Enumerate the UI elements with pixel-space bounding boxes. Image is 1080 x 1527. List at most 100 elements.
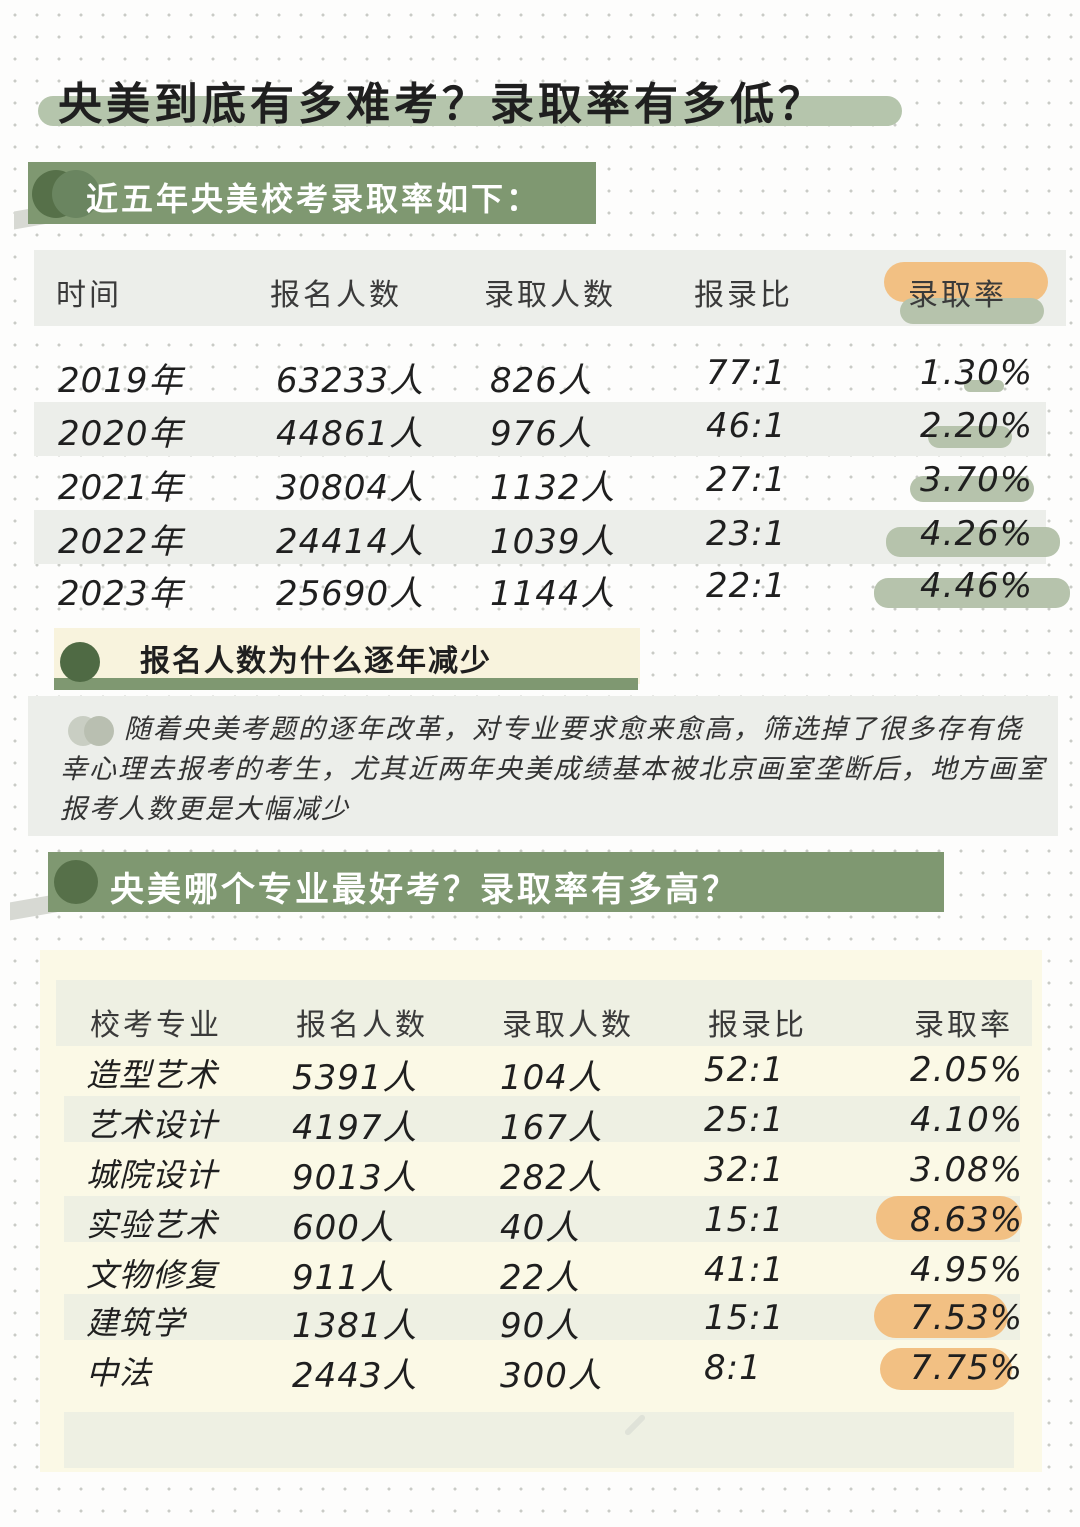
banner-dot <box>54 860 98 904</box>
table2-cell-major: 城院设计 <box>86 1156 219 1194</box>
table1-header-applicants: 报名人数 <box>270 278 402 313</box>
table2-cell-applicants: 2443人 <box>292 1356 418 1396</box>
table1-cell-rate: 1.30% <box>920 353 1034 393</box>
table1-cell-ratio: 77:1 <box>706 353 787 393</box>
table2-cell-rate: 2.05% <box>910 1050 1024 1090</box>
section2-heading: 报名人数为什么逐年减少 <box>140 644 492 679</box>
table2-cell-admitted: 40人 <box>500 1208 581 1248</box>
table2-header-applicants: 报名人数 <box>296 1008 428 1043</box>
table2-cell-rate: 8.63% <box>910 1200 1024 1240</box>
banner-dot <box>52 170 100 218</box>
table1-cell-year: 2021年 <box>58 468 184 508</box>
table2-cell-major: 艺术设计 <box>86 1106 219 1144</box>
table2-cell-applicants: 911人 <box>292 1258 395 1298</box>
section2-banner-base <box>54 678 638 690</box>
table2-cell-major: 实验艺术 <box>86 1206 219 1244</box>
rate-highlight <box>886 527 1060 557</box>
table2-cell-admitted: 282人 <box>500 1158 603 1198</box>
rate-header-highlight <box>884 262 1048 302</box>
section3-banner <box>48 852 944 912</box>
table2-cell-rate: 7.53% <box>910 1298 1024 1338</box>
table1-stripe <box>34 510 1046 564</box>
table1-cell-admitted: 1144人 <box>490 574 616 614</box>
table1-cell-admitted: 976人 <box>490 414 593 454</box>
table2-cell-admitted: 167人 <box>500 1108 603 1148</box>
rate-highlight <box>964 380 1004 392</box>
table1-cell-year: 2023年 <box>58 574 184 614</box>
table2-cell-ratio: 25:1 <box>704 1100 785 1140</box>
table2-cell-applicants: 5391人 <box>292 1058 418 1098</box>
rate-highlight <box>910 476 1034 502</box>
table2-cell-admitted: 300人 <box>500 1356 603 1396</box>
rate-highlight <box>880 1348 1012 1390</box>
table1-cell-ratio: 22:1 <box>706 566 787 606</box>
rate-highlight <box>874 578 1070 608</box>
table1-cell-rate: 4.46% <box>920 566 1034 606</box>
section1-heading: 近五年央美校考录取率如下： <box>86 180 542 218</box>
paragraph-box <box>28 696 1058 836</box>
banner-dot <box>60 642 100 682</box>
table2-cell-admitted: 22人 <box>500 1258 581 1298</box>
table2-cell-rate: 3.08% <box>910 1150 1024 1190</box>
table1-cell-applicants: 30804人 <box>276 468 425 508</box>
table1-cell-rate: 2.20% <box>920 406 1034 446</box>
table2-cell-rate: 4.95% <box>910 1250 1024 1290</box>
table2-cell-major: 文物修复 <box>86 1256 219 1294</box>
paragraph-dot <box>84 716 114 746</box>
section1-banner <box>28 162 596 224</box>
table2-stripe <box>64 1294 1020 1340</box>
table1-cell-ratio: 46:1 <box>706 406 787 446</box>
page-title: 央美到底有多难考？录取率有多低？ <box>58 79 826 130</box>
table1-cell-applicants: 44861人 <box>276 414 425 454</box>
table2-header-major: 校考专业 <box>90 1008 222 1043</box>
table2-cell-ratio: 8:1 <box>704 1348 762 1388</box>
table2-cell-major: 中法 <box>86 1354 153 1392</box>
table2-cell-ratio: 32:1 <box>704 1150 785 1190</box>
table1-cell-admitted: 826人 <box>490 361 593 401</box>
table1-cell-year: 2022年 <box>58 522 184 562</box>
title-highlight <box>38 96 902 126</box>
table2-cell-ratio: 15:1 <box>704 1298 785 1338</box>
table1-stripe <box>34 402 1046 456</box>
table1-cell-rate: 4.26% <box>920 514 1034 554</box>
table1-cell-year: 2019年 <box>58 361 184 401</box>
table2-cell-ratio: 15:1 <box>704 1200 785 1240</box>
table2-stripe <box>64 1096 1020 1142</box>
section2-paragraph: 随着央美考题的逐年改革，对专业要求愈来愈高，筛选掉了很多存有侥幸心理去报考的考生… <box>60 714 1046 825</box>
table2-stripe <box>64 1196 1020 1242</box>
table1-cell-ratio: 27:1 <box>706 460 787 500</box>
table2-cell-applicants: 4197人 <box>292 1108 418 1148</box>
table1-cell-applicants: 25690人 <box>276 574 425 614</box>
table1-cell-applicants: 24414人 <box>276 522 425 562</box>
table2-cell-major: 造型艺术 <box>86 1056 219 1094</box>
table2-cell-rate: 7.75% <box>910 1348 1024 1388</box>
table2-cell-ratio: 52:1 <box>704 1050 785 1090</box>
table2-cell-admitted: 90人 <box>500 1306 581 1346</box>
rate-highlight <box>876 1196 1022 1240</box>
table2-cell-applicants: 600人 <box>292 1208 395 1248</box>
table2-header-admitted: 录取人数 <box>502 1008 634 1043</box>
table2-header-row <box>56 980 1032 1046</box>
table1-cell-applicants: 63233人 <box>276 361 425 401</box>
table2-header-ratio: 报录比 <box>708 1008 807 1043</box>
table1-header-ratio: 报录比 <box>694 278 793 313</box>
table2-cell-rate: 4.10% <box>910 1100 1024 1140</box>
section2-banner <box>54 628 640 684</box>
table2-cell-major: 建筑学 <box>86 1304 186 1342</box>
rate-highlight <box>928 426 1012 448</box>
table1-header-admitted: 录取人数 <box>484 278 616 313</box>
table1-header-time: 时间 <box>56 278 122 313</box>
table1-header-rate: 录取率 <box>908 278 1007 313</box>
rate-highlight <box>874 1294 1008 1338</box>
table2-cell-ratio: 41:1 <box>704 1250 785 1290</box>
table2-footer <box>64 1412 1014 1468</box>
rate-header-highlight-green <box>900 298 1044 324</box>
table2-cell-admitted: 104人 <box>500 1058 603 1098</box>
section3-heading: 央美哪个专业最好考？录取率有多高？ <box>110 870 739 910</box>
table1-cell-rate: 3.70% <box>920 460 1034 500</box>
table2-header-rate: 录取率 <box>914 1008 1013 1043</box>
table2-cell-applicants: 1381人 <box>292 1306 418 1346</box>
table1-cell-admitted: 1039人 <box>490 522 616 562</box>
table2-cell-applicants: 9013人 <box>292 1158 418 1198</box>
table1-cell-year: 2020年 <box>58 414 184 454</box>
